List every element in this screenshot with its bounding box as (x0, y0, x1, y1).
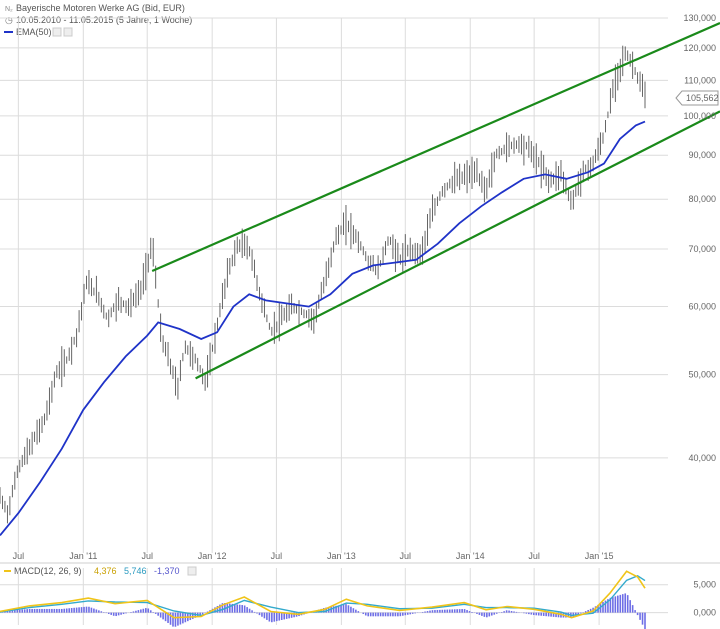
macd-line (0, 570, 646, 619)
date-range: 10.05.2010 - 11.05.2015 (5 Jahre, 1 Woch… (16, 15, 192, 25)
macd-settings-icon[interactable] (187, 566, 197, 576)
instrument-icon: N₂ (5, 6, 13, 13)
chart-title: Bayerische Motoren Werke AG (Bid, EUR) (16, 3, 185, 13)
y-tick-label: 70,000 (688, 244, 716, 254)
chart-header: N₂ Bayerische Motoren Werke AG (Bid, EUR… (4, 3, 192, 37)
trend-channel-lower (195, 110, 720, 380)
x-tick-label: Jan '13 (327, 551, 356, 561)
y-tick-label: 100,000 (683, 111, 716, 121)
ema-settings-icon[interactable] (52, 27, 62, 37)
x-tick-label: Jan '12 (198, 551, 227, 561)
price-bars (0, 45, 646, 524)
x-tick-label: Jul (141, 551, 153, 561)
y-tick-label: 40,000 (688, 453, 716, 463)
y-tick-label: 110,000 (684, 75, 716, 85)
histogram-value: -1,370 (154, 566, 180, 576)
x-tick-label: Jan '14 (456, 551, 485, 561)
last-value-label: 105,562 (686, 93, 719, 103)
x-tick-label: Jan '15 (585, 551, 614, 561)
x-tick-label: Jan '11 (69, 551, 97, 561)
trend-channel-upper (151, 22, 720, 272)
ema-legend-label: EMA(50) (16, 27, 52, 37)
y-tick-label: 130,000 (683, 13, 716, 23)
x-tick-label: Jul (400, 551, 412, 561)
ema-close-icon[interactable] (63, 27, 73, 37)
y-tick-label: 120,000 (683, 43, 716, 53)
ema-line (0, 120, 646, 536)
last-value-marker: 105,562 (675, 90, 719, 106)
y-tick-label: 90,000 (688, 150, 716, 160)
macd-legend-label: MACD(12, 26, 9) (14, 566, 82, 576)
x-tick-label: Jul (528, 551, 540, 561)
y-tick-label: 80,000 (688, 194, 716, 204)
y-tick-label: 60,000 (688, 302, 716, 312)
signal-value: 5,746 (124, 566, 147, 576)
clock-icon: ◷ (5, 15, 13, 25)
macd-y-tick-label: 5,000 (693, 580, 716, 590)
x-tick-label: Jul (271, 551, 283, 561)
y-tick-label: 50,000 (688, 370, 716, 380)
macd-y-tick-label: 0,000 (693, 608, 716, 618)
x-tick-label: Jul (13, 551, 25, 561)
macd-value: 4,376 (94, 566, 117, 576)
